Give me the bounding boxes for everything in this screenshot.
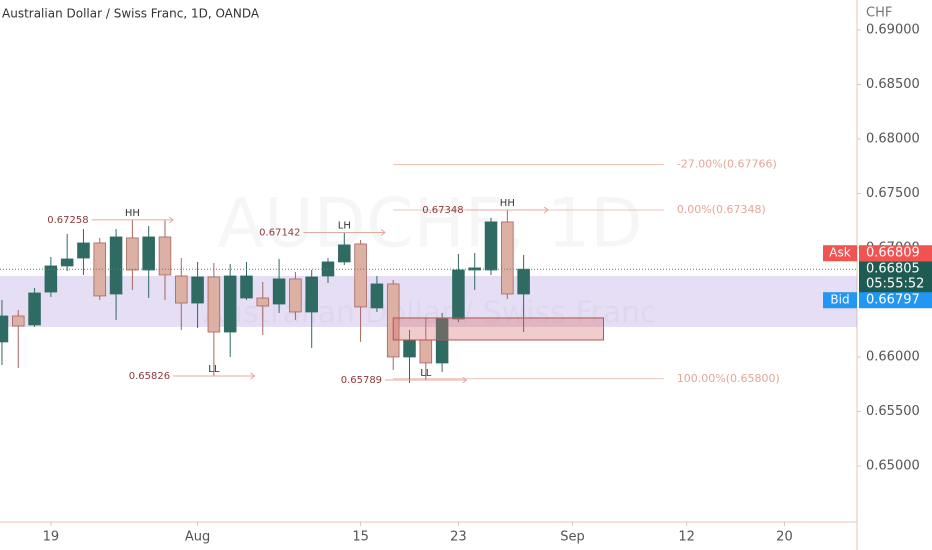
candle-body [28, 292, 41, 326]
annotation-arrow [543, 206, 549, 214]
candle-body [517, 268, 530, 295]
y-tick-label: 0.68000 [866, 131, 920, 146]
bid-tag [823, 292, 857, 309]
candle-body [272, 278, 286, 305]
candle-body [501, 221, 514, 295]
candle-body [109, 236, 123, 295]
y-tick-label: 0.65000 [866, 458, 920, 473]
annotation-arrow [250, 372, 256, 380]
candle-body [207, 276, 221, 333]
annotation-price: 0.67142 [259, 227, 300, 238]
candle-body [338, 244, 351, 263]
candle-body [289, 278, 302, 313]
annotation-tag: LL [420, 368, 432, 379]
candle-body [435, 318, 449, 364]
candle-body [191, 276, 204, 304]
candle-body [354, 243, 367, 308]
candle-body [60, 258, 74, 267]
candle-body [126, 237, 139, 271]
candle-body [305, 276, 318, 313]
y-tick-label: 0.69000 [866, 22, 920, 37]
candle-body [419, 339, 433, 364]
annotation-price: 0.67348 [422, 205, 463, 216]
y-tick-label: 0.66000 [866, 349, 920, 364]
annotation-arrow [168, 216, 174, 224]
annotation-arrow [462, 376, 468, 384]
x-tick-label: 19 [43, 530, 60, 545]
annotation-arrow [380, 229, 386, 236]
annotation-tag: LL [208, 364, 220, 375]
candle-body [0, 315, 9, 343]
candle-body [175, 275, 188, 304]
candle-body [256, 297, 270, 307]
candle-body [142, 236, 155, 271]
annotation-price: 0.65789 [341, 375, 382, 386]
box [392, 317, 605, 341]
y-tick-label: 0.65500 [866, 404, 920, 419]
currency-label: CHF [866, 6, 892, 21]
bid-price: 0.66797 [866, 293, 920, 308]
candle-body [452, 269, 465, 320]
bid-tag-label: Bid [830, 293, 849, 307]
annotation-price: 0.65826 [129, 371, 170, 382]
ask-tag-label: Ask [829, 246, 850, 260]
countdown: 05:55:52 [866, 277, 924, 292]
ask-price: 0.66809 [866, 246, 920, 261]
x-tick-label: 12 [678, 530, 695, 545]
fib-label: 100.00%(0.65800) [677, 372, 780, 385]
annotation-price: 0.67258 [47, 215, 88, 226]
annotation-tag: LH [338, 220, 351, 231]
candle-body [158, 236, 172, 276]
x-tick-label: 20 [776, 530, 793, 545]
candle-body [223, 275, 237, 333]
candle-body [403, 339, 416, 358]
candle-body [11, 315, 25, 327]
ask-price-box [859, 245, 932, 262]
annotation-tag: HH [500, 198, 515, 209]
bid-price-box [859, 292, 932, 309]
watermark: AUDCHF, 1D [217, 185, 642, 264]
x-tick-label: Sep [560, 530, 585, 545]
y-tick-label: 0.68500 [866, 77, 920, 92]
candle-body [370, 283, 384, 309]
x-tick-label: 23 [450, 530, 467, 545]
annotation-tag: HH [125, 208, 140, 219]
fib-label: 0.00%(0.67348) [677, 203, 766, 216]
zone [0, 275, 857, 327]
last-price: 0.66805 [866, 262, 920, 277]
last-price-box [859, 261, 932, 294]
fib-label: -27.00%(0.67766) [677, 157, 777, 170]
x-tick-label: 15 [352, 530, 369, 545]
candle-body [44, 265, 58, 293]
x-tick-label: Aug [185, 530, 210, 545]
chart-title: Australian Dollar / Swiss Franc, 1D, OAN… [2, 7, 260, 21]
candle-body [77, 242, 90, 259]
y-tick-label: 0.67500 [866, 186, 920, 201]
candle-body [240, 275, 253, 299]
candle-body [484, 221, 498, 271]
ask-tag [823, 245, 857, 262]
